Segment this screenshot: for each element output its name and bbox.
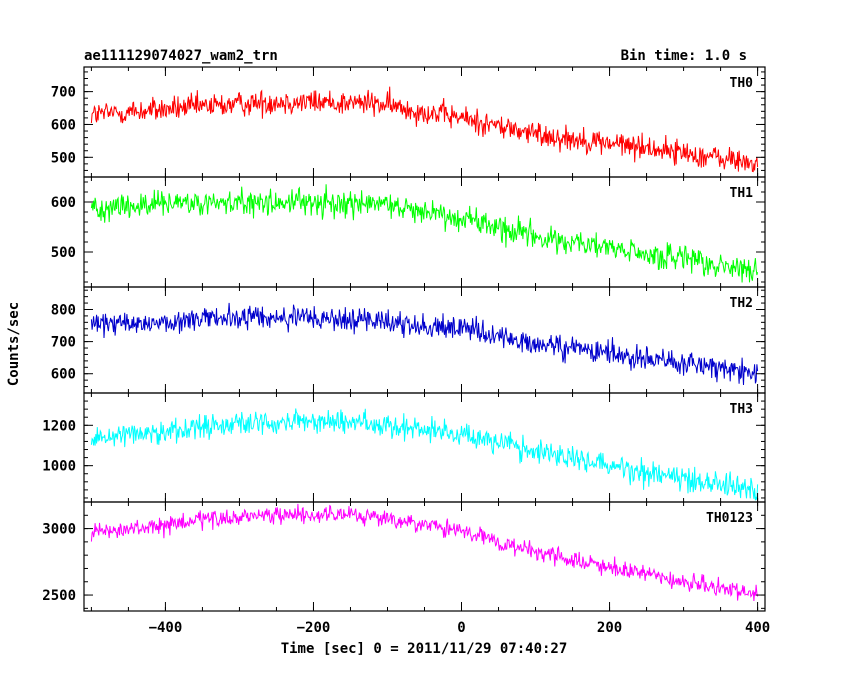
y-tick-label: 800 [51,302,76,318]
y-tick-label: 700 [51,335,76,351]
y-tick-label: 1000 [42,459,76,475]
x-tick-label: −400 [149,620,183,636]
panel-frame [83,501,766,612]
panel-th0: 500 600 700 TH0 [51,66,766,178]
panel-label: TH0123 [706,511,753,526]
panel-th3: 1000 1200 TH3 [42,392,766,503]
panel-th2: 600 700 800 TH2 [51,286,766,394]
series-line-th1 [90,184,759,283]
y-tick-label: 600 [51,195,76,211]
x-tick-label: −200 [297,620,331,636]
panels-layer: 500 600 700 TH0 500 600 TH1 600 700 800 TH2 1000 120… [42,66,770,636]
x-tick-label: 0 [457,620,465,636]
y-tick-label: 600 [51,117,76,133]
y-axis-title: Counts/sec [6,302,22,386]
x-tick-label: 400 [745,620,770,636]
panel-frame [83,176,766,288]
series-line-th0123 [90,503,759,602]
chart-title: ae111129074027_wam2_trn [84,48,278,64]
panel-label: TH0 [730,76,754,91]
panel-th0123: 2500 3000 TH0123 [42,501,766,612]
panel-frame [83,66,766,178]
x-tick-label: 200 [597,620,622,636]
y-tick-label: 3000 [42,522,76,538]
x-axis-title: Time [sec] 0 = 2011/11/29 07:40:27 [281,641,568,657]
y-tick-label: 700 [51,85,76,101]
panel-label: TH1 [730,186,754,201]
panel-frame [83,286,766,394]
y-tick-label: 500 [51,245,76,261]
panel-label: TH2 [730,296,753,311]
series-line-th3 [90,408,759,501]
y-tick-label: 500 [51,150,76,166]
series-line-th0 [90,86,759,173]
panel-label: TH3 [730,402,753,417]
y-tick-label: 2500 [42,588,76,604]
bin-time-label: Bin time: 1.0 s [621,48,747,64]
panel-frame [83,392,766,503]
y-tick-label: 600 [51,367,76,383]
y-tick-label: 1200 [42,418,76,434]
panel-th1: 500 600 TH1 [51,176,766,288]
series-line-th2 [90,302,759,386]
